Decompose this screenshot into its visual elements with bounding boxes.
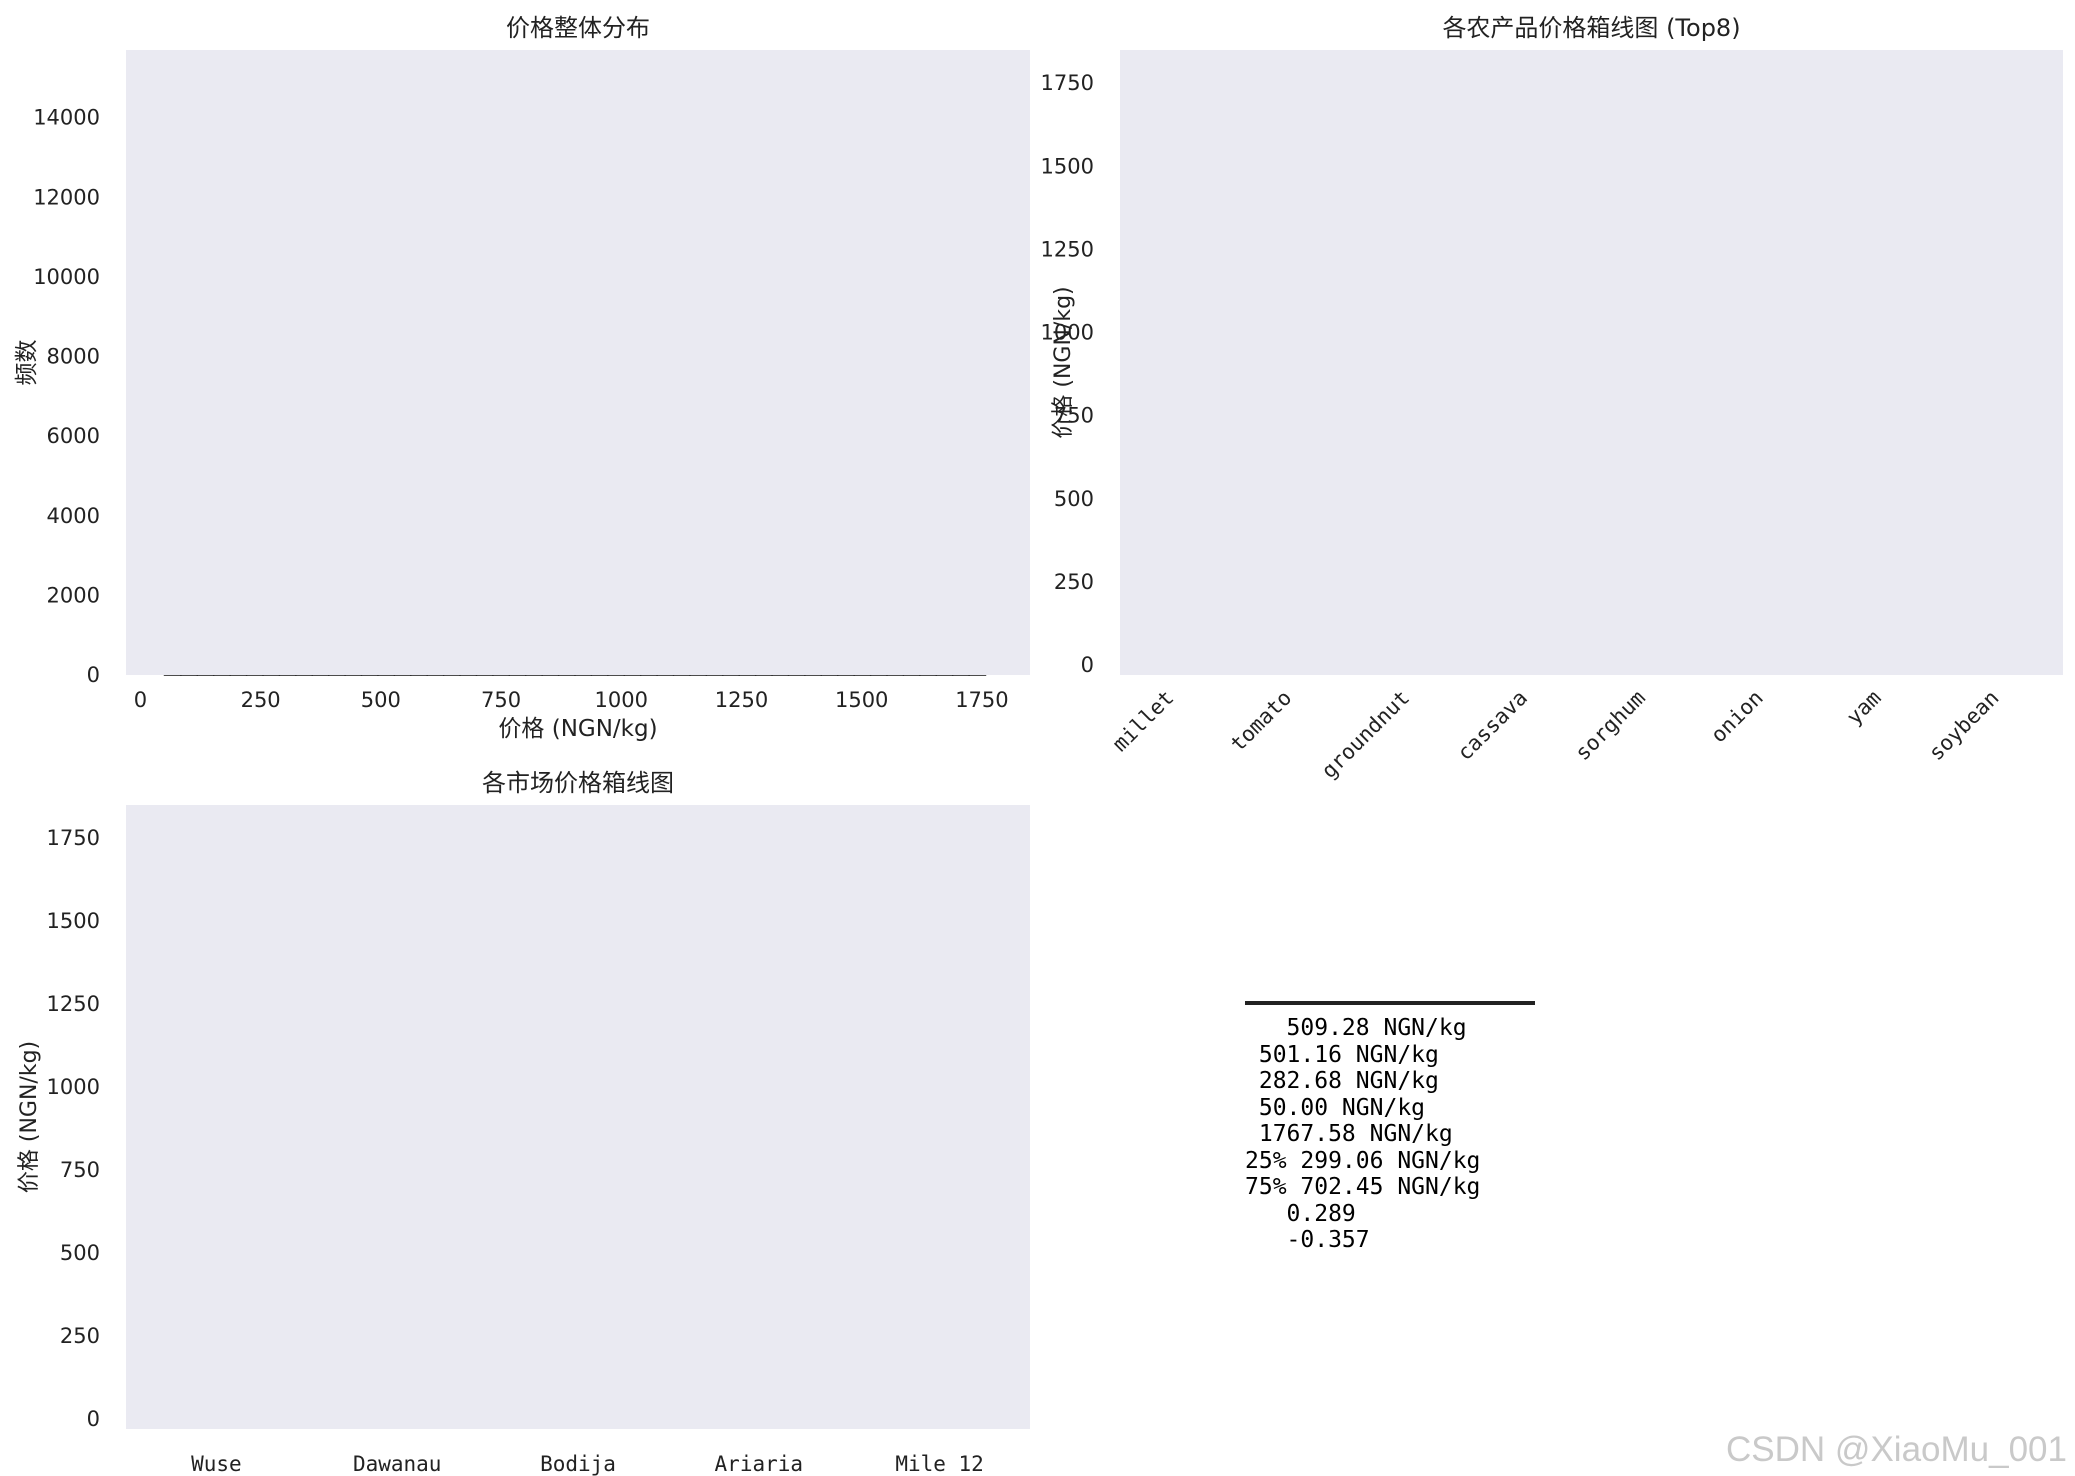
y-tick-label: 0 [87,1407,100,1431]
x-tick-label: 500 [361,688,401,712]
stats-summary: 509.28 NGN/kg 501.16 NGN/kg 282.68 NGN/k… [1245,963,1625,1254]
x-tick-label: 1750 [955,688,1008,712]
x-tick-label: 0 [134,688,147,712]
stats-value: 501.16 NGN/kg [1245,1041,1439,1068]
x-tick-label: yam [1842,686,1886,730]
stats-value: 299.06 NGN/kg [1286,1147,1481,1174]
stats-value: 50.00 NGN/kg [1245,1094,1426,1121]
histogram-plot-area [126,50,1030,675]
y-axis-label: 频数 [14,340,40,386]
stats-line-skew: 0.289 [1245,1201,1625,1228]
stats-line-mean: 509.28 NGN/kg [1245,1015,1625,1042]
y-tick-label: 12000 [33,185,100,209]
y-tick-label: 250 [1054,570,1094,594]
stats-line-q1: 25% 299.06 NGN/kg [1245,1148,1625,1175]
y-tick-label: 4000 [47,504,100,528]
x-tick-label: tomato [1226,686,1297,757]
chart-title: 各市场价格箱线图 [482,769,674,797]
boxplot-plot-area [126,805,1030,1429]
x-tick-label: soybean [1924,686,2004,766]
y-tick-label: 6000 [47,424,100,448]
y-axis-label: 价格 (NGN/kg) [17,1041,42,1193]
y-tick-label: 500 [60,1241,100,1265]
x-tick-label: millet [1108,686,1179,757]
chart-title: 各农产品价格箱线图 (Top8) [1442,14,1740,42]
stats-line-kurtosis: -0.357 [1245,1227,1625,1254]
stats-value: 702.45 NGN/kg [1286,1174,1481,1200]
x-axis-label: 价格 (NGN/kg) [498,716,657,742]
stats-value: 0.289 [1245,1200,1356,1227]
y-tick-label: 0 [1081,653,1094,677]
stats-lines: 509.28 NGN/kg 501.16 NGN/kg 282.68 NGN/k… [1245,1015,1625,1254]
y-axis-label: 价格 (NGN/kg) [1051,286,1076,438]
y-tick-label: 0 [87,663,100,687]
y-tick-label: 1500 [1041,154,1094,178]
stats-value: 282.68 NGN/kg [1245,1068,1439,1094]
stats-line-max: 1767.58 NGN/kg [1245,1121,1625,1148]
x-tick-label: 1000 [595,688,648,712]
y-tick-label: 1500 [47,909,100,933]
stats-value: 509.28 NGN/kg [1245,1015,1467,1041]
y-tick-label: 250 [60,1324,100,1348]
x-tick-label: Bodija [540,1452,616,1476]
stats-value: 1767.58 NGN/kg [1245,1121,1453,1147]
stats-label: 75% [1245,1174,1287,1200]
y-tick-label: 750 [1054,404,1094,428]
stats-title [1245,963,1625,997]
y-tick-label: 14000 [33,106,100,130]
x-tick-label: Dawanau [353,1452,442,1476]
x-tick-label: 750 [481,688,521,712]
watermark: CSDN @XiaoMu_001 [1726,1430,2067,1469]
x-tick-label: 1500 [835,688,888,712]
y-tick-label: 1750 [1041,71,1094,95]
stats-value: -0.357 [1245,1227,1370,1253]
y-tick-label: 8000 [47,345,100,369]
y-tick-label: 10000 [33,265,100,289]
x-tick-label: 1250 [715,688,768,712]
x-tick-label: onion [1706,686,1768,748]
x-tick-label: groundnut [1317,686,1414,783]
stats-line-q3: 75% 702.45 NGN/kg [1245,1174,1625,1201]
x-tick-label: sorghum [1570,686,1650,766]
y-tick-label: 500 [1054,487,1094,511]
x-tick-label: Wuse [191,1452,242,1476]
stats-line-min: 50.00 NGN/kg [1245,1095,1625,1122]
chart-title: 价格整体分布 [506,14,650,42]
x-tick-label: Mile 12 [895,1452,984,1476]
stats-divider [1245,1001,1535,1005]
y-tick-label: 2000 [47,583,100,607]
y-tick-label: 1250 [1041,237,1094,261]
stats-line-median: 501.16 NGN/kg [1245,1042,1625,1069]
y-tick-label: 1250 [47,992,100,1016]
x-tick-label: 250 [241,688,281,712]
y-tick-label: 1000 [47,1075,100,1099]
y-tick-label: 1000 [1041,321,1094,345]
stats-label: 25% [1245,1147,1287,1174]
x-tick-label: cassava [1453,686,1533,766]
stats-line-std: 282.68 NGN/kg [1245,1068,1625,1095]
y-tick-label: 750 [60,1158,100,1182]
y-tick-label: 1750 [47,826,100,850]
x-tick-label: Ariaria [715,1452,804,1476]
boxplot-plot-area [1120,50,2063,675]
